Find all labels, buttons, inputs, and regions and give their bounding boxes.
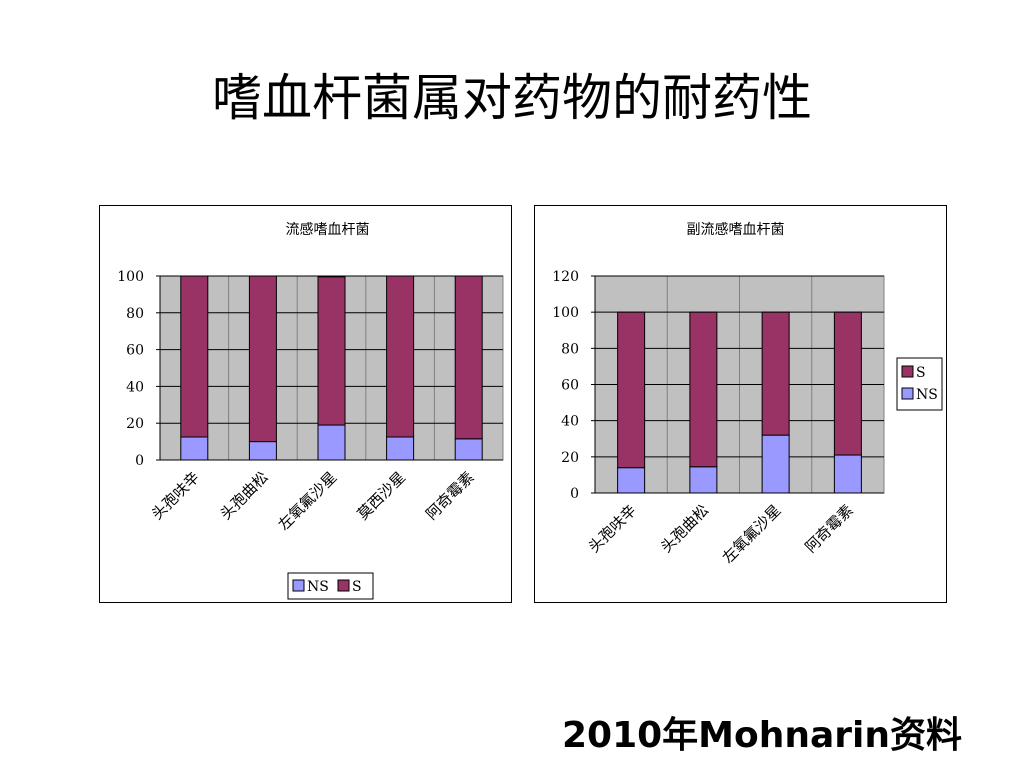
x-tick-label: 阿奇霉素 — [422, 468, 477, 523]
x-tick-label: 左氧氟沙星 — [719, 501, 785, 567]
bar-ns — [761, 434, 790, 494]
bar-ns — [180, 436, 209, 461]
chart-legend: S NS — [896, 357, 943, 411]
bar-s — [689, 311, 718, 468]
bar-s — [761, 311, 790, 436]
y-tick-label: 60 — [126, 343, 144, 359]
y-tick-label: 40 — [126, 379, 144, 395]
stacked-bar-chart-influenzae: 流感嗜血杆菌 0 20 40 60 80 100 头孢呋辛 头孢曲松 左氧氟沙星 莫西沙星 阿奇霉素 N… — [117, 221, 504, 600]
y-tick-label: 20 — [126, 416, 144, 432]
x-tick-label: 阿奇霉素 — [802, 501, 857, 556]
legend-swatch-s — [901, 365, 914, 378]
y-tick-label: 80 — [561, 341, 579, 357]
x-tick-label: 头孢曲松 — [217, 468, 272, 523]
bar-s — [833, 311, 862, 456]
legend-label-ns: NS — [916, 387, 938, 403]
bar-ns — [248, 441, 277, 461]
chart-panel-parainfluenzae: 副流感嗜血杆菌 0 20 40 60 80 100 120 头孢呋辛 头孢曲松 左氧氟沙星 阿奇霉素 S… — [534, 205, 947, 603]
bar-s — [617, 311, 646, 469]
y-tick-label: 60 — [561, 378, 579, 394]
y-tick-label: 80 — [126, 306, 144, 322]
bar-s — [248, 275, 277, 443]
x-tick-label: 头孢呋辛 — [585, 501, 640, 556]
bar-s — [317, 276, 346, 426]
legend-swatch-ns — [292, 579, 305, 592]
slide-title: 嗜血杆菌属对药物的耐药性 — [212, 69, 812, 127]
chart-legend: NS S — [287, 572, 374, 600]
y-tick-label: 100 — [552, 305, 579, 321]
bar-ns — [454, 438, 483, 461]
x-tick-label: 头孢曲松 — [657, 501, 712, 556]
stacked-bar-chart-parainfluenzae: 副流感嗜血杆菌 0 20 40 60 80 100 120 头孢呋辛 头孢曲松 左氧氟沙星 阿奇霉素 S… — [552, 221, 943, 567]
legend-swatch-s — [337, 579, 350, 592]
source-note: 2010年Mohnarin资料 — [561, 715, 962, 756]
y-tick-label: 40 — [561, 414, 579, 430]
bar-s — [454, 275, 483, 440]
bar-s — [180, 275, 209, 438]
bar-ns — [689, 466, 718, 494]
legend-swatch-ns — [901, 387, 914, 400]
legend-label-s: S — [352, 579, 362, 595]
y-tick-label: 100 — [117, 269, 144, 285]
y-tick-label: 0 — [135, 453, 144, 469]
bar-ns — [833, 454, 862, 494]
chart-title: 副流感嗜血杆菌 — [687, 221, 785, 238]
x-tick-label: 头孢呋辛 — [148, 468, 203, 523]
bar-s — [386, 275, 415, 438]
y-tick-label: 20 — [561, 450, 579, 466]
x-tick-label: 莫西沙星 — [354, 468, 409, 523]
bar-ns — [386, 436, 415, 461]
bar-ns — [617, 467, 646, 494]
y-tick-label: 0 — [570, 486, 579, 502]
legend-label-ns: NS — [307, 579, 329, 595]
chart-panel-influenzae: 流感嗜血杆菌 0 20 40 60 80 100 头孢呋辛 头孢曲松 左氧氟沙星 莫西沙星 阿奇霉素 N… — [99, 205, 512, 603]
bar-ns — [317, 424, 346, 461]
legend-label-s: S — [916, 365, 926, 381]
x-tick-label: 左氧氟沙星 — [275, 468, 341, 534]
y-tick-label: 120 — [552, 269, 579, 285]
chart-title: 流感嗜血杆菌 — [286, 221, 370, 238]
